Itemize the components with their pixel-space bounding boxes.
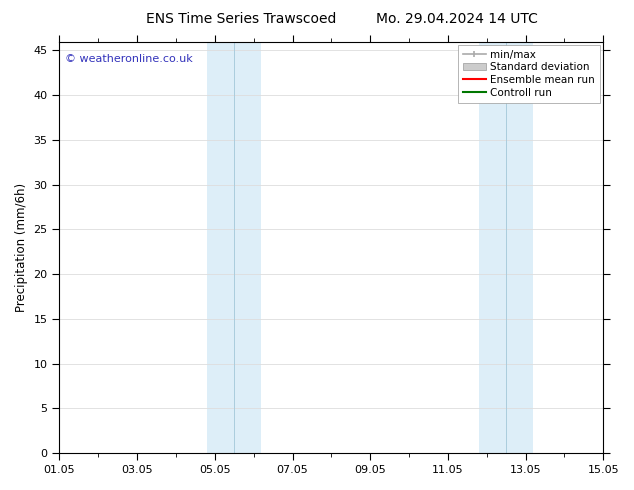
Bar xyxy=(506,42,533,453)
Text: Mo. 29.04.2024 14 UTC: Mo. 29.04.2024 14 UTC xyxy=(375,12,538,26)
Bar xyxy=(207,42,234,453)
Bar xyxy=(479,42,506,453)
Y-axis label: Precipitation (mm/6h): Precipitation (mm/6h) xyxy=(15,183,28,312)
Bar xyxy=(234,42,261,453)
Legend: min/max, Standard deviation, Ensemble mean run, Controll run: min/max, Standard deviation, Ensemble me… xyxy=(458,45,600,103)
Text: © weatheronline.co.uk: © weatheronline.co.uk xyxy=(65,54,193,64)
Text: ENS Time Series Trawscoed: ENS Time Series Trawscoed xyxy=(146,12,336,26)
